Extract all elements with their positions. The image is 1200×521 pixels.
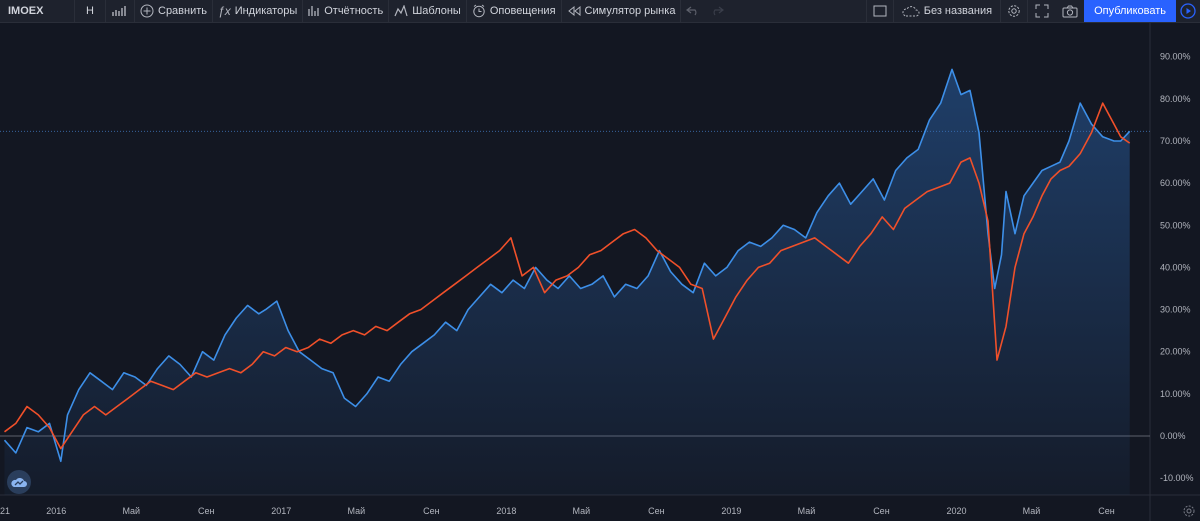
single-layout-icon [873,5,887,17]
save-layout-button[interactable]: Без названия [894,0,1000,22]
x-tick-label: Сен [873,506,890,516]
toolbar-divider [74,0,75,22]
blue-series-line [3,68,1131,463]
price-chart[interactable]: 90.00% 80.00% 70.00% 60.00% 50.00% 40.00% 30.0… [0,23,1200,521]
publish-play-button[interactable] [1176,0,1200,22]
plus-circle-icon [140,4,154,18]
x-tick-label: 21 [0,506,10,516]
y-tick-label: 40.00% [1160,262,1191,272]
redo-button[interactable] [705,0,729,22]
bar-chart-type-icon [112,6,126,16]
x-tick-label: 2017 [271,506,291,516]
x-tick-label: Май [573,506,591,516]
x-tick-label: Сен [423,506,440,516]
y-tick-label: 20.00% [1160,347,1191,357]
snapshot-button[interactable] [1056,0,1084,22]
publish-button[interactable]: Опубликовать [1084,0,1176,22]
x-tick-label: Май [348,506,366,516]
toolbar-divider [134,0,135,22]
x-tick-label: Сен [198,506,215,516]
indicators-label: Индикаторы [234,5,298,17]
toolbar-divider [560,0,562,22]
fullscreen-button[interactable] [1028,0,1056,22]
compare-button[interactable]: Сравнить [135,0,212,22]
y-tick-label: 60.00% [1160,178,1191,188]
x-tick-label: Сен [648,506,665,516]
toolbar-divider [892,0,894,22]
toolbar-divider [1027,0,1029,22]
alerts-button[interactable]: Оповещения [467,0,561,22]
toolbar-divider [388,0,390,22]
toolbar-divider [1000,0,1002,22]
undo-icon [686,6,697,16]
toolbar-divider [302,0,304,22]
top-toolbar: IMOEX Н Сравнить ƒx Индикаторы Отчётност… [0,0,1200,23]
x-tick-label: Май [122,506,140,516]
indicators-button[interactable]: ƒx Индикаторы [213,0,302,22]
y-tick-label: 90.00% [1160,52,1191,62]
alerts-label: Оповещения [489,5,556,17]
tradingview-logo-button[interactable] [7,470,31,494]
financials-button[interactable]: Отчётность [303,0,388,22]
layout-select-button[interactable] [867,0,893,22]
templates-icon [394,5,408,17]
undo-button[interactable] [681,0,705,22]
y-tick-label: 0.00% [1160,431,1186,441]
toolbar-divider [680,0,682,22]
cloud-icon [902,5,920,17]
series-area-fill [4,69,1130,496]
x-tick-label: 2019 [721,506,741,516]
y-tick-label: 80.00% [1160,94,1191,104]
compare-label: Сравнить [158,5,208,17]
financials-label: Отчётность [324,5,384,17]
x-tick-label: 2020 [946,506,966,516]
time-axis-settings-icon[interactable] [1182,504,1196,518]
layout-name-label: Без названия [923,5,993,17]
toolbar-divider [105,0,106,22]
x-tick-label: 2018 [496,506,516,516]
rewind-icon [567,6,581,16]
templates-label: Шаблоны [412,5,461,17]
financials-icon [308,5,320,17]
redo-icon [713,6,725,16]
y-tick-label: 70.00% [1160,136,1191,146]
chart-settings-button[interactable] [1001,0,1027,22]
toolbar-divider [465,0,467,22]
symbol-search-button[interactable]: IMOEX [8,5,44,17]
y-tick-label: 50.00% [1160,220,1191,230]
templates-button[interactable]: Шаблоны [389,0,466,22]
x-tick-label: 2016 [46,506,66,516]
y-tick-label: 10.00% [1160,389,1191,399]
function-icon: ƒx [218,4,231,18]
replay-label: Симулятор рынка [584,5,676,17]
replay-button[interactable]: Симулятор рынка [562,0,681,22]
x-tick-label: Май [798,506,816,516]
interval-button[interactable]: Н [86,5,94,17]
red-series-line [4,102,1131,450]
toolbar-divider [865,0,867,22]
toolbar-divider [212,0,214,22]
x-tick-label: Сен [1098,506,1115,516]
gear-icon [1008,5,1020,17]
cloud-logo-icon [11,477,27,487]
play-circle-icon [1180,3,1196,19]
x-tick-label: Май [1023,506,1041,516]
chart-type-button[interactable] [106,0,134,22]
y-tick-label: 30.00% [1160,305,1191,315]
alarm-clock-icon [472,4,486,18]
fullscreen-icon [1035,4,1049,18]
camera-icon [1062,5,1078,17]
y-tick-label: -10.00% [1160,473,1194,483]
